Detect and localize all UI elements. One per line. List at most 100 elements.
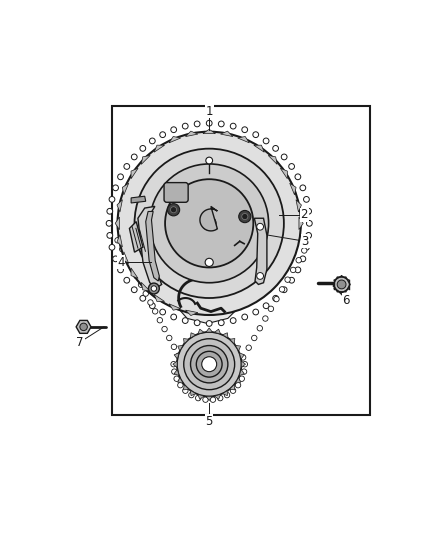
Polygon shape [254, 218, 267, 285]
Text: 2: 2 [300, 208, 308, 221]
Circle shape [171, 127, 177, 133]
Circle shape [174, 376, 179, 382]
Polygon shape [169, 304, 180, 310]
Circle shape [178, 383, 183, 388]
Circle shape [202, 357, 217, 372]
Circle shape [274, 296, 279, 302]
Circle shape [151, 286, 156, 291]
Circle shape [182, 318, 188, 324]
Polygon shape [239, 353, 244, 359]
Circle shape [300, 256, 306, 262]
Polygon shape [174, 353, 179, 359]
Circle shape [131, 154, 137, 160]
Circle shape [80, 323, 87, 330]
Polygon shape [141, 282, 150, 291]
Polygon shape [146, 212, 159, 281]
Circle shape [242, 314, 247, 320]
Circle shape [189, 392, 194, 398]
Polygon shape [206, 328, 212, 332]
Polygon shape [131, 196, 146, 203]
Circle shape [337, 280, 346, 289]
Circle shape [134, 149, 284, 298]
Circle shape [205, 259, 213, 266]
Circle shape [246, 345, 251, 350]
Circle shape [167, 204, 180, 216]
Polygon shape [154, 294, 165, 302]
Circle shape [109, 197, 115, 202]
Circle shape [239, 211, 251, 223]
Circle shape [134, 273, 139, 279]
Polygon shape [200, 206, 217, 231]
Circle shape [295, 174, 301, 180]
Circle shape [206, 120, 212, 126]
Circle shape [263, 303, 269, 309]
Circle shape [202, 216, 216, 230]
Circle shape [140, 146, 146, 151]
Polygon shape [186, 310, 198, 316]
Circle shape [113, 185, 118, 191]
Circle shape [257, 223, 264, 230]
Circle shape [273, 295, 279, 301]
Polygon shape [179, 247, 237, 298]
Circle shape [304, 245, 309, 250]
Polygon shape [198, 394, 204, 399]
Circle shape [107, 232, 113, 238]
Circle shape [172, 369, 177, 374]
Polygon shape [173, 361, 177, 367]
Circle shape [235, 383, 241, 388]
Circle shape [166, 335, 172, 341]
Text: 7: 7 [77, 336, 84, 349]
Circle shape [170, 207, 177, 213]
Circle shape [118, 174, 124, 180]
Polygon shape [138, 206, 162, 288]
Polygon shape [299, 217, 303, 230]
Polygon shape [239, 369, 244, 376]
Polygon shape [203, 130, 215, 134]
Circle shape [184, 339, 235, 390]
Polygon shape [206, 397, 212, 400]
Circle shape [138, 282, 144, 287]
Circle shape [118, 267, 124, 273]
Circle shape [242, 361, 247, 367]
Text: 5: 5 [205, 415, 213, 428]
Circle shape [160, 309, 166, 315]
Circle shape [240, 354, 246, 360]
Polygon shape [117, 200, 122, 212]
Circle shape [301, 248, 307, 253]
Polygon shape [154, 145, 165, 152]
Circle shape [279, 287, 285, 292]
Circle shape [124, 277, 130, 283]
Circle shape [176, 353, 181, 358]
Polygon shape [174, 369, 179, 376]
Bar [113, 106, 371, 415]
Circle shape [239, 376, 244, 382]
Circle shape [120, 246, 125, 252]
Polygon shape [223, 390, 228, 395]
Polygon shape [182, 251, 233, 293]
Circle shape [306, 232, 311, 238]
Polygon shape [296, 200, 301, 212]
Circle shape [230, 388, 236, 393]
Circle shape [210, 397, 215, 402]
Polygon shape [169, 244, 247, 324]
Circle shape [195, 395, 201, 401]
Circle shape [203, 397, 208, 402]
Text: 4: 4 [117, 256, 125, 269]
Circle shape [307, 221, 312, 226]
Circle shape [230, 123, 236, 129]
Polygon shape [178, 345, 183, 351]
Circle shape [242, 127, 247, 133]
Circle shape [268, 306, 274, 311]
Circle shape [257, 326, 262, 331]
Circle shape [273, 146, 279, 151]
Circle shape [165, 179, 253, 268]
Circle shape [306, 208, 311, 214]
Polygon shape [254, 145, 264, 152]
Circle shape [281, 287, 287, 293]
Circle shape [177, 332, 241, 397]
Circle shape [281, 154, 287, 160]
Circle shape [152, 309, 158, 314]
Circle shape [206, 157, 212, 164]
Circle shape [148, 300, 153, 305]
Text: 3: 3 [302, 235, 309, 248]
